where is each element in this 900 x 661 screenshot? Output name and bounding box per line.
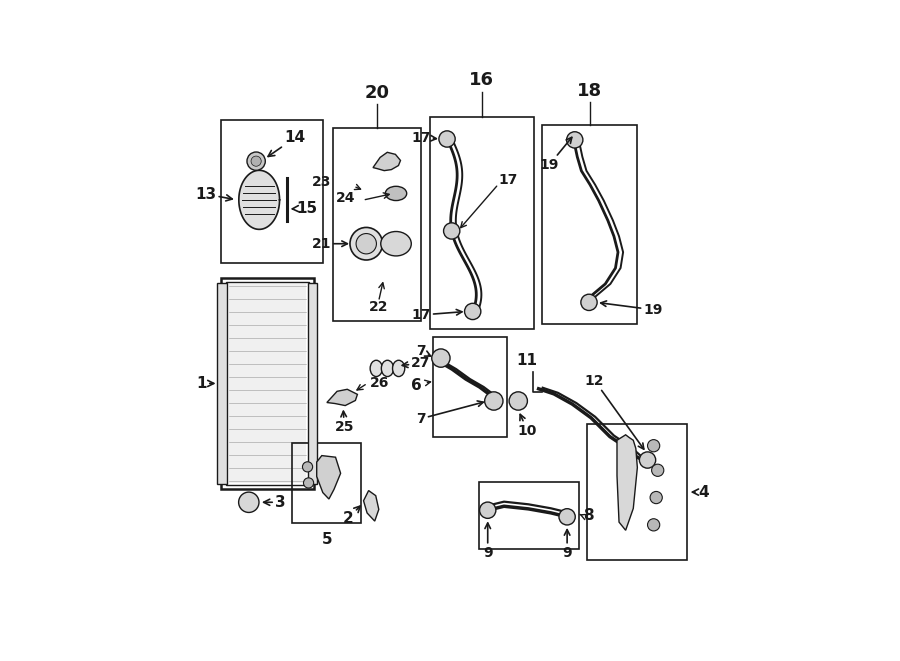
Text: 13: 13 — [195, 186, 232, 202]
Text: 21: 21 — [311, 237, 347, 251]
Text: 10: 10 — [518, 414, 537, 438]
Text: 17: 17 — [499, 173, 517, 187]
Text: 7: 7 — [416, 344, 430, 358]
Text: 17: 17 — [411, 308, 462, 322]
Text: 9: 9 — [483, 523, 492, 560]
Circle shape — [580, 294, 597, 311]
Polygon shape — [373, 152, 400, 171]
Text: 5: 5 — [321, 532, 332, 547]
Circle shape — [559, 509, 575, 525]
Bar — [333, 128, 420, 321]
Circle shape — [647, 440, 660, 452]
Ellipse shape — [370, 360, 382, 377]
Text: 20: 20 — [364, 84, 390, 102]
Bar — [308, 283, 317, 484]
Text: 14: 14 — [268, 130, 305, 157]
Circle shape — [639, 452, 656, 468]
Text: 22: 22 — [369, 300, 388, 314]
Bar — [588, 424, 687, 561]
Circle shape — [567, 132, 583, 148]
Ellipse shape — [382, 360, 393, 377]
Text: 11: 11 — [516, 354, 537, 368]
Ellipse shape — [385, 186, 407, 200]
Bar — [479, 483, 580, 549]
Circle shape — [302, 462, 312, 472]
Circle shape — [439, 131, 455, 147]
Text: 25: 25 — [335, 411, 354, 434]
Circle shape — [356, 233, 376, 254]
Text: 3: 3 — [264, 495, 285, 510]
Circle shape — [650, 491, 662, 504]
Circle shape — [509, 392, 527, 410]
Text: 15: 15 — [292, 201, 317, 216]
Text: 27: 27 — [402, 356, 431, 370]
Circle shape — [652, 464, 664, 477]
Circle shape — [247, 152, 266, 171]
Bar — [429, 118, 534, 329]
Bar — [221, 278, 313, 489]
Polygon shape — [238, 171, 280, 229]
Bar — [433, 337, 507, 437]
Bar — [218, 283, 227, 484]
Ellipse shape — [392, 360, 405, 377]
Text: 2: 2 — [343, 506, 360, 525]
Text: 26: 26 — [370, 376, 389, 390]
Circle shape — [350, 227, 382, 260]
Polygon shape — [317, 455, 340, 499]
Text: 19: 19 — [600, 301, 662, 317]
Circle shape — [485, 392, 503, 410]
Bar — [226, 282, 309, 485]
Circle shape — [444, 223, 460, 239]
Polygon shape — [364, 490, 379, 521]
Text: 7: 7 — [416, 401, 483, 426]
Text: 8: 8 — [583, 508, 594, 523]
Text: 19: 19 — [540, 137, 572, 172]
Text: 4: 4 — [692, 485, 708, 500]
Text: 16: 16 — [470, 71, 494, 89]
Circle shape — [432, 349, 450, 368]
Text: 12: 12 — [585, 373, 644, 449]
Circle shape — [251, 156, 261, 167]
Circle shape — [647, 519, 660, 531]
Text: 23: 23 — [311, 175, 331, 189]
Ellipse shape — [381, 231, 411, 256]
Polygon shape — [327, 389, 357, 406]
Text: 6: 6 — [410, 377, 421, 393]
Circle shape — [464, 303, 481, 319]
Bar — [221, 120, 323, 262]
Bar — [229, 284, 306, 483]
Text: 18: 18 — [577, 82, 602, 100]
Circle shape — [303, 478, 313, 488]
Text: 9: 9 — [562, 529, 572, 560]
Circle shape — [480, 502, 496, 518]
Bar — [542, 125, 637, 324]
Text: 17: 17 — [411, 131, 436, 145]
Text: 24: 24 — [336, 191, 355, 206]
Text: 1: 1 — [196, 376, 214, 391]
Bar — [292, 443, 361, 523]
Polygon shape — [617, 435, 637, 530]
Circle shape — [238, 492, 259, 512]
